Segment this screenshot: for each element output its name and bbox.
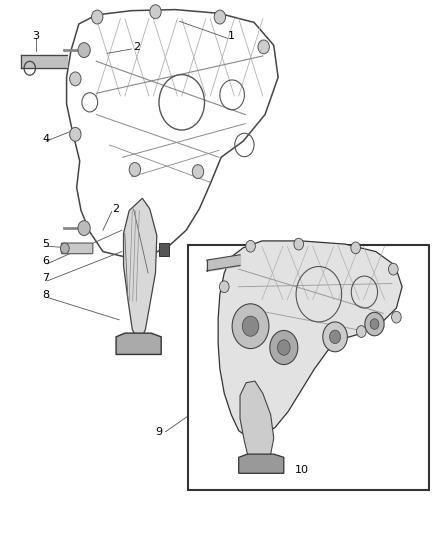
- Text: 8: 8: [42, 290, 49, 300]
- Circle shape: [232, 304, 269, 349]
- Polygon shape: [240, 381, 274, 468]
- Text: 6: 6: [42, 256, 49, 266]
- Circle shape: [78, 43, 90, 58]
- Text: 3: 3: [32, 31, 39, 41]
- Circle shape: [242, 316, 259, 336]
- Polygon shape: [218, 241, 402, 438]
- Text: 1: 1: [228, 31, 235, 41]
- Circle shape: [270, 330, 298, 365]
- Circle shape: [329, 330, 341, 344]
- Polygon shape: [124, 198, 157, 344]
- Text: 9: 9: [155, 427, 162, 437]
- Circle shape: [150, 5, 161, 19]
- Circle shape: [78, 221, 90, 236]
- Bar: [159, 243, 169, 256]
- Circle shape: [92, 10, 103, 24]
- Circle shape: [129, 163, 141, 176]
- Circle shape: [365, 312, 384, 336]
- Circle shape: [70, 72, 81, 86]
- Circle shape: [60, 243, 69, 254]
- Polygon shape: [239, 454, 284, 473]
- Circle shape: [278, 340, 290, 355]
- Circle shape: [351, 242, 360, 254]
- Circle shape: [294, 238, 304, 250]
- Text: 10: 10: [294, 465, 308, 475]
- Text: 4: 4: [42, 134, 49, 143]
- Circle shape: [246, 240, 255, 252]
- Circle shape: [323, 322, 347, 352]
- Circle shape: [258, 40, 269, 54]
- Circle shape: [192, 165, 204, 179]
- Text: 7: 7: [42, 273, 49, 283]
- Circle shape: [370, 319, 379, 329]
- Circle shape: [389, 263, 398, 275]
- Bar: [188, 245, 429, 490]
- Text: 2: 2: [112, 204, 119, 214]
- Text: 2: 2: [134, 42, 141, 52]
- Circle shape: [357, 326, 366, 337]
- Polygon shape: [116, 333, 161, 354]
- Text: 5: 5: [42, 239, 49, 248]
- Circle shape: [392, 311, 401, 323]
- Circle shape: [70, 127, 81, 141]
- FancyBboxPatch shape: [61, 243, 93, 254]
- Circle shape: [219, 281, 229, 293]
- Circle shape: [214, 10, 226, 24]
